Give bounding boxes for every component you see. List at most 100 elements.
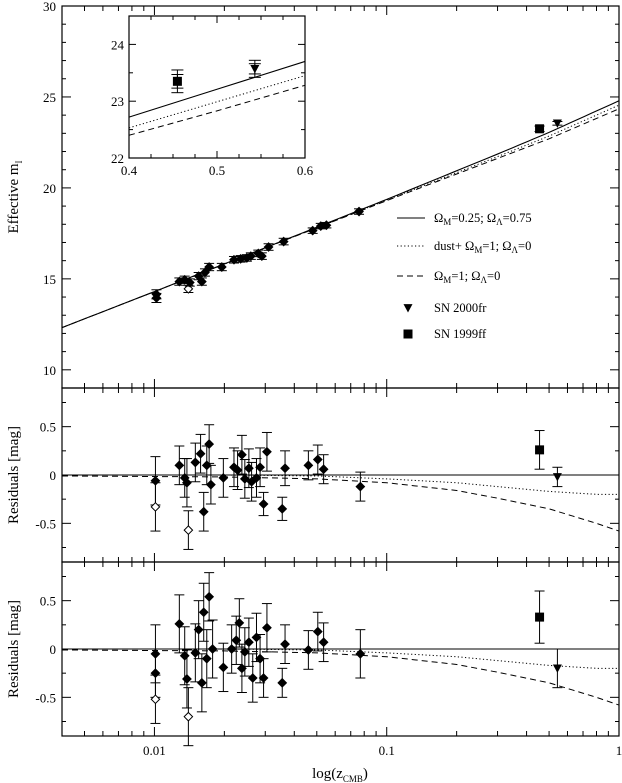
sn-1999ff-marker xyxy=(535,124,545,134)
y-tick-label: 0 xyxy=(50,468,57,483)
data-point xyxy=(201,653,212,664)
sn-1999ff-marker xyxy=(535,445,545,455)
data-point xyxy=(318,637,329,648)
data-point-open xyxy=(150,501,161,512)
y-tick-label: 15 xyxy=(43,272,56,287)
y-tick-label: -0.5 xyxy=(35,516,56,531)
data-point xyxy=(198,607,209,618)
legend-label-part: Ω xyxy=(434,211,443,225)
sn-2000fr-marker xyxy=(552,119,562,128)
data-point xyxy=(278,236,289,247)
data-point xyxy=(312,626,323,637)
legend-entry: SN 2000fr xyxy=(403,301,487,315)
legend-label: dust+ ΩM=1; ΩΛ=0 xyxy=(434,239,531,255)
data-point xyxy=(226,644,237,654)
data-point xyxy=(234,617,245,628)
data-point xyxy=(204,591,215,602)
data-point xyxy=(205,479,216,490)
inset-model-curve-solid xyxy=(128,60,306,118)
y-tick-label: 10 xyxy=(43,363,56,378)
y-axis-label: Effective mI xyxy=(6,160,24,233)
data-point xyxy=(190,647,201,658)
sn-2000fr-marker xyxy=(552,473,562,482)
panel-frame xyxy=(61,561,620,737)
x-axis-label-label: log(z xyxy=(312,766,343,782)
data-point xyxy=(277,677,288,688)
data-point xyxy=(182,477,192,488)
sn-2000fr-marker xyxy=(552,664,562,673)
inset-frame xyxy=(128,15,306,159)
data-point xyxy=(303,645,314,655)
data-point-open xyxy=(183,283,194,294)
inset-y-tick-label: 22 xyxy=(111,151,124,166)
data-point xyxy=(312,454,323,465)
data-point xyxy=(239,646,250,657)
x-axis: 0.01 0.1 1 log(zCMB) xyxy=(143,743,622,783)
data-point xyxy=(262,622,272,633)
y-axis-label: Residuals [mag] xyxy=(6,426,22,524)
legend-label-part: =0 xyxy=(518,239,531,253)
data-point xyxy=(216,262,227,272)
data-point xyxy=(258,673,269,683)
x-axis-label: log(zCMB) xyxy=(312,766,368,783)
data-point xyxy=(151,289,162,300)
data-point xyxy=(174,618,185,629)
x-tick-label: 0.01 xyxy=(143,743,166,758)
panel-residuals-2: -0.5 0 0.5 Residuals [mag] xyxy=(6,561,620,747)
panels: 10 15 20 25 30 Effective mI -0.5 0 0.5 Residuals … xyxy=(6,0,620,747)
y-tick-label: 25 xyxy=(43,90,56,105)
legend-label-part: =0.25; Ω xyxy=(451,211,496,225)
legend-label-part: =1; Ω xyxy=(451,269,480,283)
data-point xyxy=(196,677,207,688)
data-point xyxy=(182,674,192,684)
data-point xyxy=(263,242,274,252)
data-point xyxy=(307,225,318,236)
inset-background xyxy=(129,16,305,158)
data-point xyxy=(174,460,185,471)
legend-label-subscript: M xyxy=(474,245,482,255)
data-point xyxy=(303,460,314,471)
legend-label: SN 2000fr xyxy=(434,301,487,315)
y-tick-label: 20 xyxy=(43,181,56,196)
legend-label: ΩM=0.25; ΩΛ=0.75 xyxy=(434,211,532,227)
data-point xyxy=(204,439,215,449)
legend-entry: ΩM=0.25; ΩΛ=0.75 xyxy=(397,211,532,227)
model-curve-dashed xyxy=(61,649,620,706)
inset-x-tick-label: 0.6 xyxy=(297,163,314,178)
y-tick-label: 0.5 xyxy=(40,420,56,435)
data-point xyxy=(321,220,332,231)
data-point xyxy=(262,446,272,457)
inset-sn-1999ff-marker xyxy=(172,76,182,86)
y-tick-label: 30 xyxy=(43,0,56,14)
data-point xyxy=(184,277,195,288)
data-point xyxy=(318,464,329,475)
data-point xyxy=(204,262,215,272)
inset-y-tick-label: 23 xyxy=(111,94,124,109)
y-axis-label: Residuals [mag] xyxy=(6,600,22,698)
inset-model-curve-dashed xyxy=(128,84,306,136)
data-point xyxy=(355,648,366,659)
inset-x-tick-label: 0.4 xyxy=(121,163,138,178)
data-point-open xyxy=(150,694,161,705)
x-axis-label-label-sub: CMB xyxy=(343,774,363,783)
model-curve-dashed xyxy=(61,475,620,532)
legend-label-part: SN 1999ff xyxy=(434,327,487,341)
legend-label-part: =0 xyxy=(487,269,500,283)
data-point xyxy=(355,481,366,492)
model-curve-dotted xyxy=(62,648,619,669)
data-point xyxy=(243,637,254,648)
data-point xyxy=(196,276,207,287)
legend-marker-triangle-down xyxy=(403,304,413,313)
y-axis-label-text: Residuals [mag] xyxy=(6,600,22,698)
data-point xyxy=(193,624,204,635)
legend-label: ΩM=1; ΩΛ=0 xyxy=(434,269,500,285)
legend-label-subscript: Λ xyxy=(512,245,519,255)
legend-entry: ΩM=1; ΩΛ=0 xyxy=(397,269,500,285)
data-point xyxy=(195,448,206,459)
legend-label-part: dust+ Ω xyxy=(434,239,474,253)
data-point xyxy=(218,472,229,483)
data-point xyxy=(258,499,269,509)
legend-label-subscript: Λ xyxy=(481,275,488,285)
data-point-open xyxy=(183,525,194,536)
